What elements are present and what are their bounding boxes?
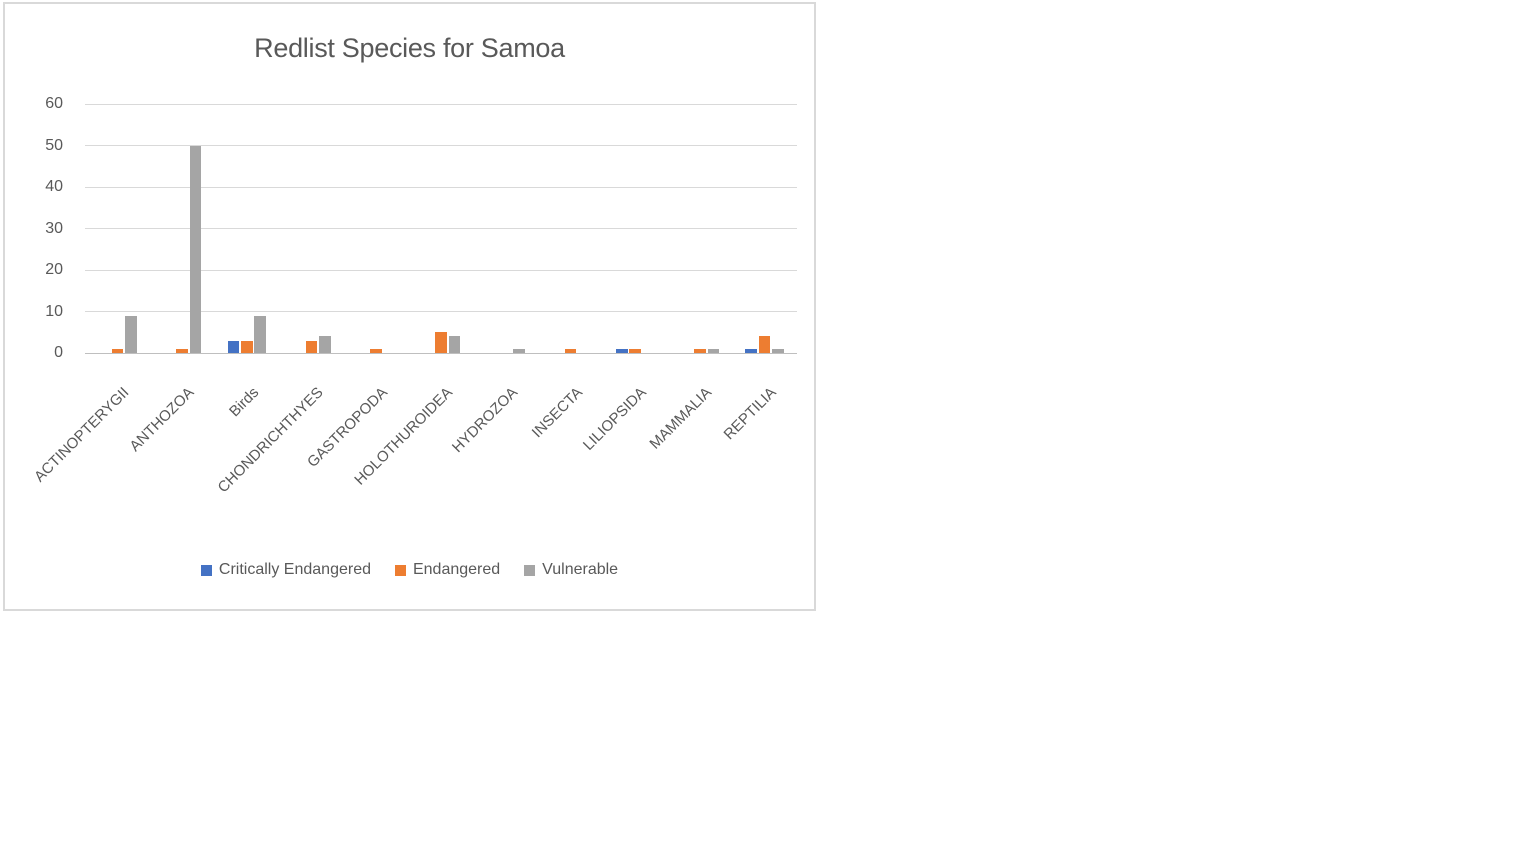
x-axis: ACTINOPTERYGII ANTHOZOA Birds CHONDRICHTHYE… (31, 104, 797, 496)
bar-vulnerable-holothuroidea (448, 336, 461, 353)
x-axis-label-anthozoa: ANTHOZOA (126, 384, 198, 455)
legend-item-endangered: Endangered (394, 561, 501, 578)
legend-item-vulnerable: Vulnerable (524, 562, 618, 578)
plot-area (85, 103, 797, 354)
gridline (85, 145, 797, 146)
bar-endangered-actinopterygii (111, 348, 124, 353)
bar-critically-endangered-birds (227, 340, 240, 353)
x-axis-line (85, 352, 797, 354)
legend: Critically Endangered Endangered Vulnerabl… (5, 562, 814, 578)
bar-endangered-reptilia (758, 336, 771, 353)
x-axis-label-birds: Birds (225, 384, 262, 421)
x-axis-label-insecta: INSECTA (528, 384, 586, 442)
bar-endangered-mammalia (694, 348, 706, 353)
bar-endangered-gastropoda (370, 348, 383, 353)
y-axis-tick-label: 40 (45, 178, 63, 195)
bar-endangered-birds (241, 340, 253, 353)
legend-swatch-icon (394, 564, 406, 576)
bar-endangered-chondrichthyes (305, 340, 318, 353)
chart-title: Redlist Species for Samoa (254, 33, 565, 63)
bar-vulnerable-mammalia (707, 348, 720, 353)
gridline (85, 269, 797, 271)
legend-label: Vulnerable (542, 561, 619, 578)
y-axis-tick-label: 20 (45, 261, 63, 278)
gridline (85, 311, 797, 312)
legend-swatch-icon (200, 564, 212, 576)
x-axis-label-mammalia: MAMMALIA (646, 384, 715, 453)
legend-label: Critically Endangered (218, 561, 371, 578)
bar-vulnerable-hydrozoa (513, 348, 525, 353)
gridline (85, 186, 797, 188)
y-axis: 0 10 20 30 40 50 60 (5, 95, 63, 361)
bar-vulnerable-actinopterygii (124, 315, 137, 353)
bar-endangered-liliopsida (629, 348, 641, 353)
chart-frame: Redlist Species for Samoa 0 10 20 30 40 50 60 … (3, 2, 816, 611)
legend-item-critically-endangered: Critically Endangered (200, 561, 371, 578)
bar-critically-endangered-liliopsida (615, 348, 628, 353)
x-axis-label-chondrichthyes: CHONDRICHTHYES (214, 384, 327, 497)
bar-critically-endangered-reptilia (745, 348, 758, 353)
bar-vulnerable-birds (254, 315, 266, 353)
y-axis-tick-label: 30 (45, 219, 63, 237)
legend-label: Endangered (412, 561, 501, 578)
bar-endangered-insecta (564, 348, 577, 353)
bar-vulnerable-reptilia (772, 348, 784, 353)
x-axis-label-hydrozoa: HYDROZOA (448, 384, 521, 457)
gridline (85, 228, 797, 229)
bar-endangered-anthozoa (176, 348, 188, 353)
y-axis-tick-label: 10 (45, 302, 63, 320)
x-axis-label-liliopsida: LILIOPSIDA (580, 384, 651, 454)
x-axis-label-actinopterygii: ACTINOPTERYGII (30, 384, 133, 486)
legend-swatch-icon (524, 564, 536, 576)
gridline (85, 103, 797, 105)
y-axis-tick-label: 0 (54, 344, 63, 361)
bar-vulnerable-anthozoa (189, 145, 202, 353)
bar-endangered-holothuroidea (435, 332, 447, 353)
y-axis-tick-label: 50 (45, 136, 63, 154)
x-axis-label-reptilia: REPTILIA (720, 384, 780, 444)
bar-vulnerable-chondrichthyes (319, 336, 331, 353)
y-axis-tick-label: 60 (45, 95, 63, 112)
